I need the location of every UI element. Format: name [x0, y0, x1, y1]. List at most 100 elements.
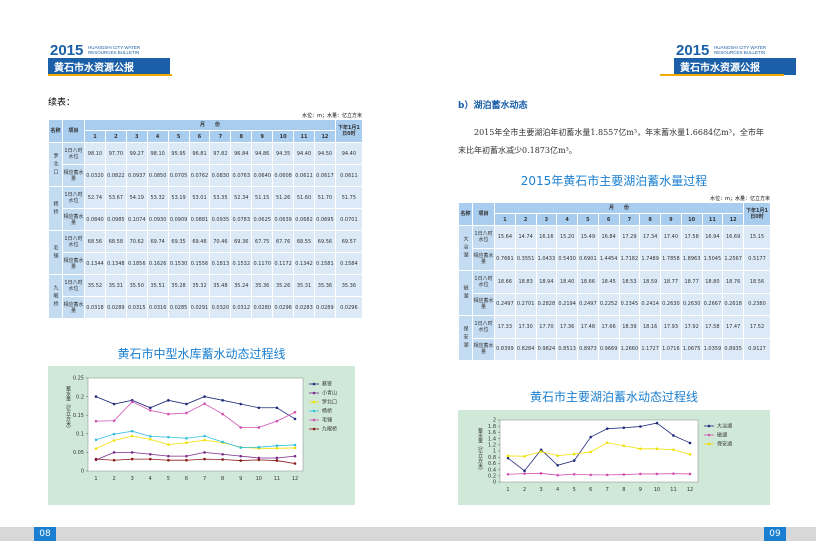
header-cell: 4	[556, 213, 578, 226]
item-cell: 1日八时水位	[472, 225, 495, 249]
value-cell: 17.93	[660, 315, 682, 339]
point	[639, 472, 642, 476]
value-cell: 35.31	[293, 274, 315, 297]
point	[293, 443, 297, 447]
point	[185, 458, 188, 462]
value-cell: 51.26	[272, 186, 295, 209]
value-cell: 69.36	[230, 230, 253, 253]
value-cell: 18.77	[660, 270, 682, 294]
point	[275, 444, 279, 448]
y-tick-label: 0.15	[73, 413, 84, 419]
item-cell: 相应蓄水量	[472, 247, 495, 271]
header-cell: 8	[230, 130, 253, 143]
english-line: HUANGSHI CITY WATER	[88, 45, 141, 50]
legend-marker	[312, 409, 316, 413]
point	[257, 458, 261, 462]
point	[239, 459, 243, 462]
y-axis-label: 蓄水量（亿立方米）	[65, 385, 71, 431]
series-line	[507, 472, 691, 476]
value-cell: 0.1584	[334, 252, 363, 275]
value-cell: 17.30	[514, 315, 537, 339]
header-cell: 下年1月1日0时	[743, 202, 772, 226]
value-cell: 18.66	[494, 270, 516, 294]
value-cell: 35.24	[230, 274, 253, 297]
point	[655, 447, 659, 451]
point	[112, 458, 116, 462]
value-cell: 0.0909	[167, 208, 190, 231]
point	[257, 426, 261, 429]
english-title: HUANGSHI CITY WATER RESOURCES BULLETIN	[714, 45, 766, 55]
data-row: 罗北口 1日八时水位 98.10 97.70 99.27 98.10 95.95 96.81 9…	[48, 142, 363, 187]
y-tick-label: 2	[493, 418, 496, 424]
point	[506, 456, 510, 460]
value-cell: 0.0701	[334, 208, 363, 231]
data-row: 相应蓄水量 0.8399 0.8284 0.9824 0.8513 0.8973 0.966…	[459, 337, 772, 361]
point	[148, 438, 152, 441]
value-cell: 15.15	[743, 225, 772, 249]
point	[203, 395, 206, 398]
header-cell: 4	[146, 130, 169, 143]
point	[185, 454, 188, 458]
value-cell: 0.0315	[125, 296, 148, 319]
header-cell: 12	[313, 130, 336, 143]
y-tick-label: 0.4	[488, 467, 496, 473]
y-tick-label: 0.2	[488, 474, 496, 480]
value-cell: 35.50	[125, 274, 148, 297]
x-tick-label: 12	[687, 487, 693, 493]
point	[112, 419, 116, 423]
legend-marker	[312, 382, 316, 386]
data-row: 相应蓄水量 0.0320 0.0822 0.0937 0.0850 0.0705 0.076…	[49, 164, 363, 187]
value-cell: 0.1344	[84, 252, 106, 275]
point	[523, 469, 526, 473]
header-cell: 2	[104, 130, 127, 143]
value-cell: 0.0763	[230, 164, 253, 187]
point	[605, 427, 609, 430]
header-cell: 8	[639, 213, 661, 226]
value-cell: 98.10	[146, 142, 169, 165]
value-cell: 18.94	[535, 270, 558, 294]
y-tick-label: 1	[493, 449, 496, 455]
value-cell: 67.75	[251, 230, 274, 253]
unit: 水位：m；水量：亿立方米	[302, 113, 362, 119]
value-cell: 0.0783	[230, 208, 253, 231]
point	[185, 441, 188, 445]
point	[539, 472, 543, 475]
point	[148, 409, 152, 412]
item-cell: 相应蓄水量	[62, 208, 85, 231]
x-tick-label: 3	[131, 476, 134, 482]
point	[94, 419, 98, 423]
point	[523, 454, 526, 458]
value-cell: 0.1348	[104, 252, 127, 275]
value-cell: 0.0296	[334, 296, 363, 319]
header-cell: 名称	[48, 119, 63, 143]
header-cell: 1	[494, 213, 516, 226]
legend-label: 毛铺	[322, 417, 332, 424]
y-tick-label: 1.8	[488, 424, 496, 430]
value-cell: 97.82	[209, 142, 232, 165]
value-cell: 0.0822	[104, 164, 127, 187]
value-cell: 0.1172	[272, 252, 295, 275]
header-cell: 3	[535, 213, 558, 226]
english-title: HUANGSHI CITY WATER RESOURCES BULLETIN	[88, 45, 140, 55]
value-cell: 0.0930	[146, 208, 169, 231]
point	[589, 435, 593, 439]
series-line	[95, 401, 296, 428]
value-cell: 98.10	[84, 142, 106, 165]
value-cell: 69.57	[334, 230, 363, 253]
value-cell: 0.0296	[272, 296, 295, 319]
point	[655, 421, 659, 425]
x-tick-label: 12	[292, 476, 298, 482]
series-line	[95, 451, 296, 461]
value-cell: 68.58	[104, 230, 127, 253]
point	[572, 452, 576, 456]
chart: 00.050.10.150.20.251 2 3 4 5 6 7 8 9 10 11 12蓄水量（亿立…	[48, 366, 355, 505]
value-cell: 96.81	[188, 142, 211, 165]
value-cell: 0.1530	[167, 252, 190, 275]
value-cell: 16.94	[701, 225, 724, 249]
value-cell: 35.51	[146, 274, 169, 297]
value-cell: 17.52	[743, 315, 772, 339]
x-tick-label: 2	[112, 476, 115, 482]
point	[275, 447, 279, 450]
english-line: RESOURCES BULLETIN	[88, 50, 140, 55]
